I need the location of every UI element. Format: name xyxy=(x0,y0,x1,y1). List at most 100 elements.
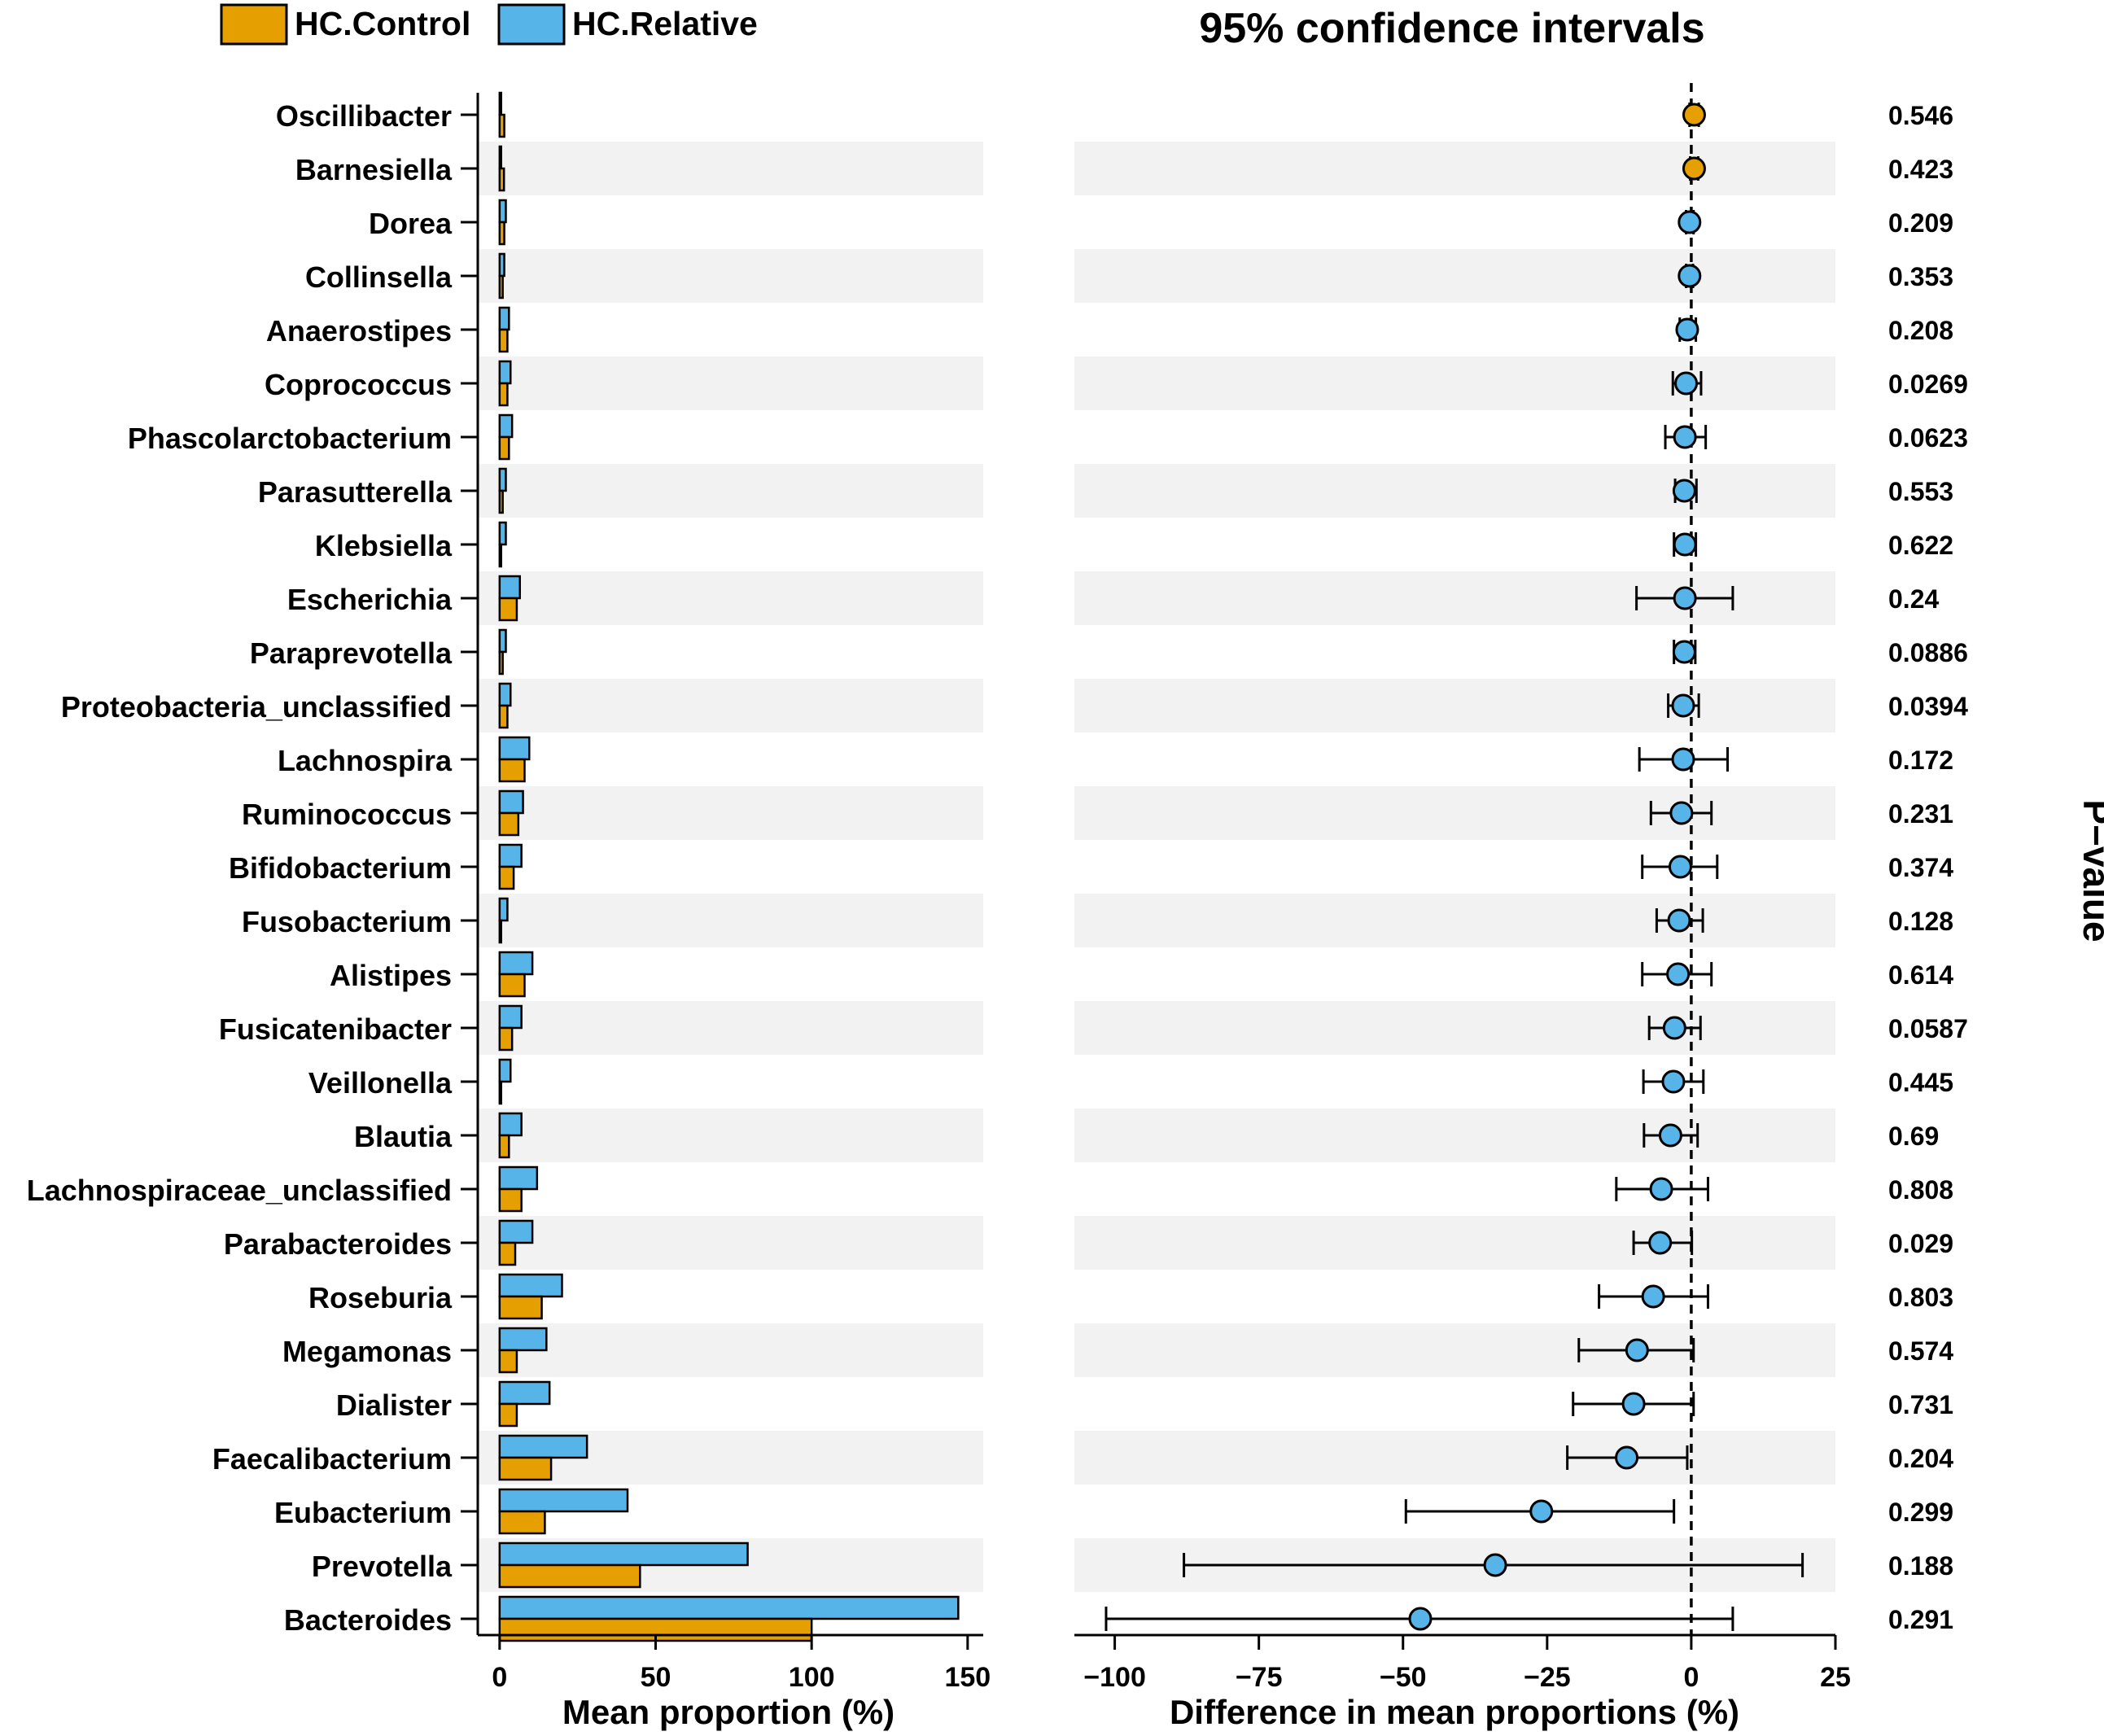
row-stripe-left xyxy=(478,356,983,410)
bar-hc-relative xyxy=(498,521,507,546)
category-label: Faecalibacterium xyxy=(212,1442,452,1476)
pvalue-text: 0.188 xyxy=(1888,1551,1953,1581)
difference-panel: −100 −75 −50 −25 0 25 xyxy=(1074,83,1851,1693)
bar-hc-control xyxy=(498,650,504,676)
bar-hc-relative xyxy=(498,789,524,815)
pvalue-text: 0.803 xyxy=(1888,1283,1953,1312)
row-stripe-left xyxy=(478,786,983,840)
row-stripe-right xyxy=(1074,1323,1835,1377)
category-label: Klebsiella xyxy=(315,529,453,562)
category-label: Prevotella xyxy=(312,1550,453,1583)
pvalue-text: 0.553 xyxy=(1888,477,1953,506)
row-stripe-left xyxy=(478,1001,983,1055)
pvalue-text: 0.423 xyxy=(1888,155,1953,184)
difference-point xyxy=(1671,747,1695,772)
bar-hc-relative xyxy=(498,1273,563,1298)
pvalue-text: 0.128 xyxy=(1888,907,1953,936)
bar-hc-relative xyxy=(498,1165,539,1191)
mean-proportion-panel: Oscillibacter Barnesiella Dorea Collinsella… xyxy=(27,91,991,1693)
difference-point xyxy=(1621,1392,1646,1416)
category-label: Oscillibacter xyxy=(276,99,452,133)
right-x-tick-label: −100 xyxy=(1083,1662,1146,1693)
bar-hc-control xyxy=(498,919,502,944)
difference-point xyxy=(1662,1016,1686,1040)
row-stripe-right xyxy=(1074,142,1835,195)
bar-hc-relative xyxy=(498,1327,548,1352)
category-label: Blautia xyxy=(354,1120,453,1153)
difference-point xyxy=(1669,801,1694,825)
pvalue-text: 0.209 xyxy=(1888,208,1953,238)
legend-swatch-hc-relative xyxy=(497,3,566,46)
right-x-axis-label: Difference in mean proportions (%) xyxy=(1170,1693,1739,1731)
category-label: Parabacteroides xyxy=(224,1227,452,1261)
difference-point xyxy=(1529,1499,1554,1524)
pvalue-text: 0.0394 xyxy=(1888,692,1968,721)
bar-hc-relative xyxy=(498,897,509,922)
right-x-tick-label: 25 xyxy=(1820,1662,1851,1693)
legend: HC.Control HC.Relative xyxy=(220,3,758,46)
pvalue-text: 0.731 xyxy=(1888,1390,1953,1419)
left-x-tick-label: 150 xyxy=(944,1662,991,1693)
bar-hc-control xyxy=(498,1456,553,1481)
difference-point xyxy=(1483,1553,1507,1577)
pvalue-text: 0.0886 xyxy=(1888,638,1968,667)
difference-point xyxy=(1673,586,1697,610)
bar-hc-relative xyxy=(498,628,507,654)
pvalue-text: 0.299 xyxy=(1888,1498,1953,1527)
bar-hc-control xyxy=(498,435,510,461)
bar-hc-relative xyxy=(498,306,510,331)
bar-hc-control xyxy=(498,489,504,514)
row-stripe-left xyxy=(478,679,983,732)
bar-hc-relative xyxy=(498,360,512,385)
difference-point xyxy=(1668,855,1692,879)
category-label: Dialister xyxy=(336,1388,452,1422)
pvalue-text: 0.353 xyxy=(1888,262,1953,291)
category-label: Coprococcus xyxy=(265,368,452,401)
bar-hc-relative xyxy=(498,1488,629,1513)
legend-swatch-hc-control xyxy=(220,3,288,46)
row-stripe-left xyxy=(478,571,983,625)
bar-hc-control xyxy=(498,1402,518,1428)
difference-point xyxy=(1678,210,1702,234)
category-label: Bacteroides xyxy=(284,1603,452,1637)
pvalue-text: 0.204 xyxy=(1888,1444,1953,1473)
bar-hc-relative xyxy=(498,1595,960,1620)
pvalue-axis-label: P−value xyxy=(2076,799,2104,942)
difference-point xyxy=(1666,962,1691,986)
bar-hc-control xyxy=(498,1187,523,1213)
bar-hc-relative xyxy=(498,1541,749,1567)
difference-point xyxy=(1671,693,1695,718)
left-x-tick-label: 50 xyxy=(641,1662,671,1693)
difference-point xyxy=(1408,1607,1433,1631)
difference-point xyxy=(1674,371,1699,396)
bar-hc-relative xyxy=(498,736,531,761)
difference-point xyxy=(1658,1123,1682,1148)
bar-hc-relative xyxy=(498,413,514,439)
bar-hc-control xyxy=(498,865,515,890)
row-stripes xyxy=(478,142,1835,1592)
row-stripe-left xyxy=(478,464,983,518)
pvalue-text: 0.374 xyxy=(1888,853,1953,882)
difference-point xyxy=(1672,640,1696,664)
category-label: Anaerostipes xyxy=(266,314,452,348)
row-stripe-left xyxy=(478,1109,983,1162)
pvalue-text: 0.808 xyxy=(1888,1175,1953,1205)
bar-hc-control xyxy=(498,1026,514,1052)
category-label: Proteobacteria_unclassified xyxy=(61,690,452,724)
difference-point xyxy=(1682,156,1706,181)
bar-hc-relative xyxy=(498,252,505,278)
difference-point xyxy=(1661,1069,1686,1094)
pvalue-column: 0.546 0.423 0.209 0.353 0.208 0.0269 0.0623 0.5… xyxy=(1888,101,1968,1634)
difference-point xyxy=(1649,1177,1673,1201)
category-label: Escherichia xyxy=(287,583,453,616)
category-label: Veillonella xyxy=(308,1066,453,1100)
pvalue-text: 0.208 xyxy=(1888,316,1953,345)
difference-point xyxy=(1648,1231,1673,1255)
legend-label-hc-control: HC.Control xyxy=(295,5,470,42)
bar-hc-control xyxy=(498,811,520,837)
row-stripe-right xyxy=(1074,1001,1835,1055)
pvalue-text: 0.291 xyxy=(1888,1605,1953,1634)
pvalue-text: 0.0587 xyxy=(1888,1014,1968,1043)
row-stripe-right xyxy=(1074,679,1835,732)
left-x-tick-label: 100 xyxy=(789,1662,835,1693)
